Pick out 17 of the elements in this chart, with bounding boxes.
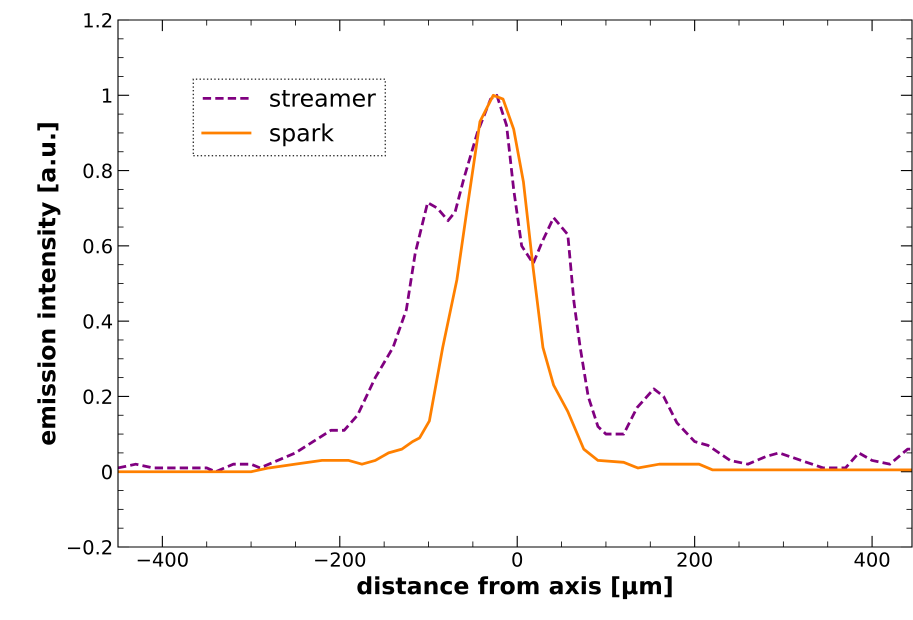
y-tick-label: 0 (102, 464, 112, 480)
x-tick-label: −400 (138, 552, 188, 567)
legend-label: streamer (270, 90, 376, 107)
y-tick-label: 0.6 (84, 238, 112, 254)
x-tick-label: 0 (512, 552, 522, 567)
y-tick-label: 1.2 (84, 12, 112, 28)
x-axis-title: distance from axis [µm] (357, 576, 672, 600)
x-tick-label: 200 (678, 552, 712, 567)
legend-label: spark (270, 123, 334, 146)
y-tick-label: 0.4 (84, 314, 112, 329)
y-tick-label: 0.8 (84, 164, 112, 178)
x-tick-label: −200 (315, 552, 366, 567)
y-tick-label: 0.2 (84, 389, 112, 404)
x-tick-label: 400 (854, 552, 890, 567)
y-tick-label: 1 (102, 88, 112, 103)
y-axis-title: emission intensity [a.u.] (37, 123, 60, 445)
y-tick-label: −0.2 (68, 540, 112, 555)
